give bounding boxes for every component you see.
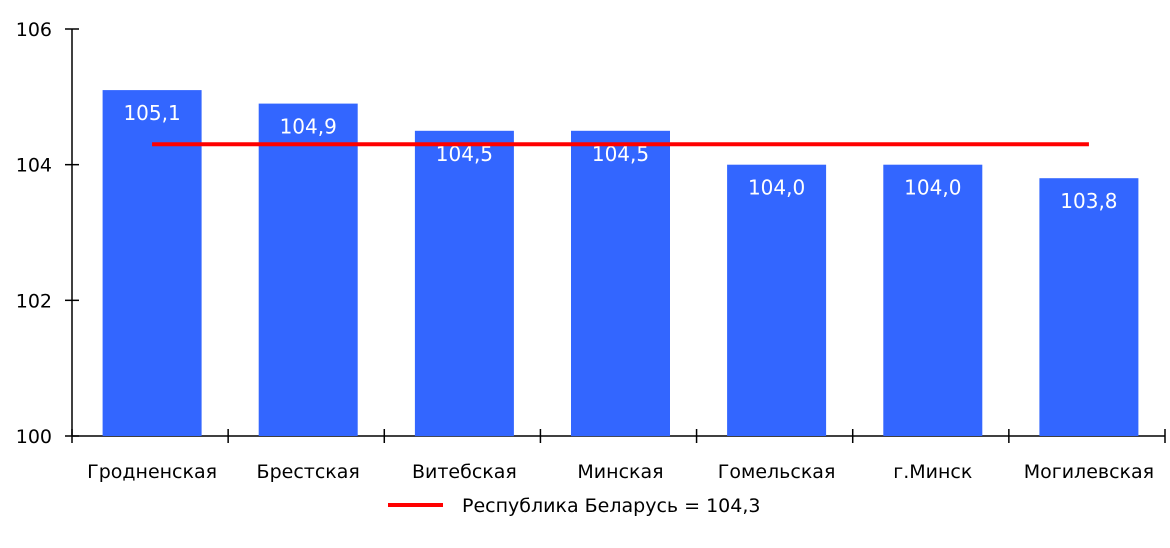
data-label-7: 103,8 [1060,189,1117,213]
category-label-6: г.Минск [893,461,972,483]
data-label-5: 104,0 [748,176,805,200]
legend-label: Республика Беларусь = 104,3 [462,495,760,517]
bar-4 [571,130,670,437]
legend: Республика Беларусь = 104,3 [388,495,760,517]
x-axis: Гродненская Брестская Витебская Минская Гоме… [71,429,1166,483]
bar-7 [1039,178,1139,436]
y-tick-label-106: 106 [16,19,52,41]
bar-5 [727,164,827,436]
category-label-4: Минская [577,461,663,483]
y-tick-label-102: 102 [16,290,52,312]
y-tick-label-100: 100 [16,426,52,448]
bar-2 [258,103,358,436]
bar-1 [102,90,202,436]
data-label-1: 105,1 [123,101,180,125]
category-label-1: Гродненская [87,461,217,483]
bar-6 [883,164,983,436]
category-label-2: Брестская [257,461,360,483]
bar-3 [414,130,514,437]
category-label-3: Витебская [412,461,517,483]
category-label-7: Могилевская [1024,461,1154,483]
data-label-2: 104,9 [280,115,337,139]
data-label-6: 104,0 [904,176,961,200]
category-label-5: Гомельская [718,461,836,483]
y-axis: 100 102 104 106 [16,19,79,448]
y-tick-label-104: 104 [16,155,52,177]
